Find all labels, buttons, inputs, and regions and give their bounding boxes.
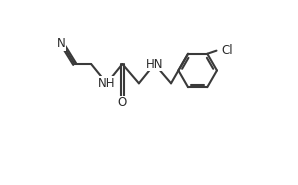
Text: N: N (57, 37, 65, 50)
Text: HN: HN (146, 58, 163, 70)
Text: Cl: Cl (221, 44, 232, 57)
Text: NH: NH (98, 77, 116, 90)
Text: O: O (118, 96, 127, 109)
